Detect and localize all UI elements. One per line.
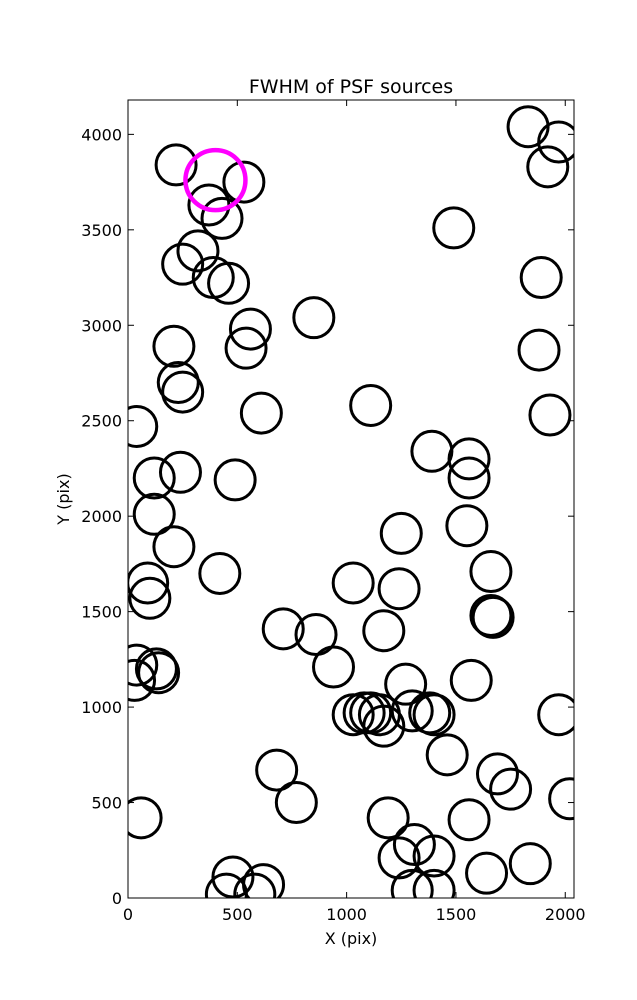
- y-tick-label: 4000: [81, 125, 122, 144]
- psf-source-marker: [432, 206, 476, 250]
- psf-source-marker: [152, 525, 196, 569]
- psf-source-marker: [489, 767, 533, 811]
- psf-source-marker: [132, 456, 176, 500]
- psf-source-marker: [274, 781, 318, 825]
- psf-source-marker: [384, 662, 428, 706]
- x-axis-label: X (pix): [325, 929, 378, 948]
- chart-title: FWHM of PSF sources: [249, 76, 453, 98]
- psf-source-marker: [517, 328, 561, 372]
- psf-source-marker: [412, 834, 456, 878]
- psf-source-marker: [132, 492, 176, 536]
- psf-source-marker: [158, 450, 202, 494]
- psf-source-marker: [239, 391, 283, 435]
- psf-source-marker: [224, 326, 268, 370]
- psf-source-marker: [469, 550, 513, 594]
- y-axis-label: Y (pix): [54, 473, 73, 525]
- y-tick-label: 500: [91, 794, 122, 813]
- y-tick-label: 1000: [81, 698, 122, 717]
- psf-source-marker: [362, 704, 406, 748]
- psf-source-marker: [537, 120, 574, 164]
- psf-source-marker: [292, 296, 336, 340]
- psf-source-marker: [128, 576, 172, 620]
- y-tick-label: 3500: [81, 221, 122, 240]
- psf-source-marker: [366, 796, 410, 840]
- psf-source-marker: [198, 551, 242, 595]
- psf-source-marker: [134, 647, 178, 691]
- psf-source-marker: [176, 229, 220, 273]
- x-tick-label: 2000: [545, 905, 586, 924]
- psf-source-marker: [475, 752, 519, 796]
- psf-source-marker: [528, 393, 572, 437]
- psf-source-marker: [207, 261, 251, 305]
- y-tick-label: 0: [112, 889, 122, 908]
- psf-source-marker: [447, 456, 491, 500]
- psf-source-marker: [128, 658, 157, 702]
- y-tick-label: 3000: [81, 316, 122, 335]
- psf-source-marker: [412, 693, 456, 737]
- psf-source-marker: [128, 404, 159, 448]
- psf-source-marker: [425, 733, 469, 777]
- psf-source-marker: [331, 561, 375, 605]
- psf-source-marker: [213, 458, 257, 502]
- psf-source-marker: [137, 651, 181, 695]
- psf-source-marker: [154, 143, 198, 187]
- psf-source-marker: [447, 437, 491, 481]
- psf-source-marker: [362, 609, 406, 653]
- psf-source-marker: [222, 160, 266, 204]
- highlighted-source-marker: [183, 147, 248, 213]
- psf-source-marker: [412, 868, 456, 898]
- psf-source-marker: [445, 504, 489, 548]
- psf-source-marker: [469, 593, 513, 637]
- x-tick-label: 1000: [326, 905, 367, 924]
- psf-source-marker: [537, 693, 574, 737]
- psf-source-marker: [519, 256, 563, 300]
- y-tick-label: 1500: [81, 603, 122, 622]
- psf-source-marker: [390, 689, 434, 733]
- x-tick-label: 0: [123, 905, 133, 924]
- plot-frame: [127, 99, 575, 899]
- psf-source-marker: [508, 842, 552, 886]
- y-tick-label: 2000: [81, 507, 122, 526]
- psf-source-marker: [152, 324, 196, 368]
- psf-source-marker: [410, 429, 454, 473]
- psf-source-marker: [128, 561, 170, 605]
- psf-source-marker: [161, 242, 205, 286]
- psf-source-marker: [506, 105, 550, 149]
- psf-source-marker: [128, 796, 163, 840]
- x-tick-label: 1500: [436, 905, 477, 924]
- psf-source-marker: [128, 643, 159, 687]
- psf-source-marker: [379, 511, 423, 555]
- psf-source-marker: [548, 777, 574, 821]
- psf-source-marker: [211, 855, 255, 898]
- psf-source-marker: [200, 196, 244, 240]
- psf-source-marker: [349, 383, 393, 427]
- axes: 0 500 1000 1500 2000 0 500 1000 1500 2000 2500 3000…: [81, 99, 586, 924]
- psf-source-marker: [526, 145, 570, 189]
- psf-source-marker: [377, 836, 421, 880]
- psf-source-marker: [156, 361, 200, 405]
- psf-source-marker: [233, 872, 277, 898]
- x-tick-label: 500: [222, 905, 253, 924]
- psf-source-marker: [471, 595, 515, 639]
- psf-source-marker: [161, 370, 205, 414]
- psf-source-marker: [447, 798, 491, 842]
- psf-source-marker: [228, 307, 272, 351]
- psf-source-marker: [312, 645, 356, 689]
- psf-source-marker: [261, 607, 305, 651]
- psf-source-marker: [390, 868, 434, 898]
- psf-source-marker: [465, 851, 509, 895]
- psf-source-marker: [242, 863, 286, 898]
- y-tick-label: 2500: [81, 412, 122, 431]
- data-points: [128, 105, 574, 898]
- psf-source-marker: [449, 658, 493, 702]
- psf-source-marker: [377, 567, 421, 611]
- psf-source-marker: [255, 748, 299, 792]
